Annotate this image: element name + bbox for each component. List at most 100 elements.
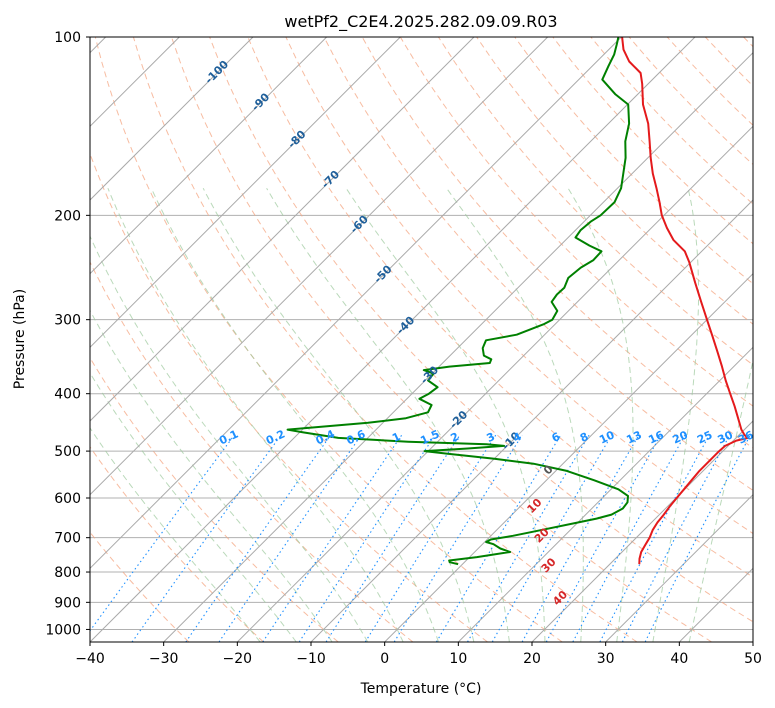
mixing-ratio-label: 1 bbox=[390, 430, 402, 445]
dry-adiabat-line bbox=[666, 37, 753, 126]
y-tick-label: 300 bbox=[54, 313, 81, 329]
mixing-ratio-line bbox=[325, 434, 461, 642]
dry-adiabat-line bbox=[171, 37, 712, 642]
dry-adiabat-line bbox=[90, 260, 414, 642]
isotherm-line bbox=[90, 37, 549, 496]
mixing-ratio-line bbox=[491, 434, 613, 642]
x-tick-label: −10 bbox=[296, 651, 326, 667]
x-tick-label: 20 bbox=[523, 651, 541, 667]
moist-adiabat-line bbox=[688, 358, 753, 642]
moist-adiabat-line bbox=[90, 309, 333, 642]
y-tick-label: 200 bbox=[54, 208, 81, 224]
isotherm-line bbox=[90, 37, 254, 201]
moist-adiabat-line bbox=[107, 188, 404, 642]
dry-adiabat-line bbox=[94, 37, 563, 642]
y-tick-label: 100 bbox=[54, 30, 81, 46]
dry-adiabat-line bbox=[743, 37, 753, 48]
y-tick-label: 600 bbox=[54, 491, 81, 507]
moist-adiabat-line bbox=[90, 427, 261, 642]
mixing-ratio-line bbox=[131, 434, 282, 642]
x-tick-label: 10 bbox=[449, 651, 467, 667]
moist-adiabat-label: 40 bbox=[550, 588, 570, 608]
mixing-ratio-label: 16 bbox=[646, 428, 666, 446]
y-tick-label: 900 bbox=[54, 595, 81, 611]
isotherm-line bbox=[90, 37, 328, 275]
mixing-ratio-label: 0.6 bbox=[344, 427, 367, 447]
chart-title: wetPf2_C2E4.2025.282.09.09.R03 bbox=[284, 12, 557, 32]
mixing-ratio-label: 0.2 bbox=[264, 427, 287, 447]
dry-adiabat-line bbox=[132, 37, 638, 642]
moist-adiabat-line bbox=[652, 188, 699, 642]
x-tick-label: −30 bbox=[149, 651, 179, 667]
mixing-ratio-line bbox=[364, 434, 497, 642]
moist-adiabat-line bbox=[150, 187, 439, 642]
isotherm-label: -50 bbox=[371, 262, 394, 285]
dry-adiabat-line bbox=[209, 37, 753, 623]
dry-adiabat-line bbox=[704, 37, 753, 87]
mixing-ratio-label: 13 bbox=[624, 428, 643, 446]
mixing-ratio-line bbox=[521, 434, 640, 642]
moist-adiabat-line bbox=[90, 371, 297, 642]
isotherm-line bbox=[310, 199, 753, 642]
mixing-ratio-line bbox=[435, 434, 562, 642]
mixing-ratio-label: 25 bbox=[695, 428, 714, 446]
isotherm-line bbox=[605, 493, 753, 642]
mixing-ratio-line bbox=[572, 434, 686, 642]
moist-adiabat-line bbox=[266, 187, 510, 642]
dry-adiabat-line bbox=[90, 446, 264, 642]
x-tick-label: 40 bbox=[670, 651, 688, 667]
y-tick-label: 800 bbox=[54, 565, 81, 581]
isotherm-label: -20 bbox=[447, 408, 470, 431]
y-axis-label: Pressure (hPa) bbox=[12, 289, 28, 389]
moist-adiabat-line bbox=[345, 187, 546, 642]
dry-adiabat-line bbox=[323, 37, 753, 491]
dry-adiabat-line bbox=[90, 152, 488, 642]
x-tick-label: 0 bbox=[380, 651, 389, 667]
y-tick-label: 400 bbox=[54, 387, 81, 403]
mixing-ratio-label: 6 bbox=[550, 430, 563, 445]
mixing-ratio-line bbox=[545, 434, 662, 642]
y-tick-label: 1000 bbox=[45, 622, 81, 638]
isotherm-line bbox=[457, 346, 753, 642]
moist-adiabat-line bbox=[567, 187, 634, 642]
isotherm-label: -70 bbox=[319, 168, 342, 191]
isotherm-line bbox=[236, 125, 753, 642]
mixing-ratio-label: 36 bbox=[736, 428, 756, 446]
dry-adiabat-line bbox=[90, 531, 190, 642]
reference-line-labels: -100-90-80-70-60-50-40-30-20-100.1 0.2 0.4… bbox=[202, 58, 755, 608]
mixing-ratio-line bbox=[467, 434, 590, 642]
isotherm-label: -30 bbox=[418, 363, 441, 386]
dry-adiabat-line bbox=[247, 37, 753, 578]
x-tick-label: −40 bbox=[75, 651, 105, 667]
isotherm-line bbox=[531, 420, 753, 642]
isotherm-label: -60 bbox=[348, 213, 371, 236]
y-tick-label: 500 bbox=[54, 444, 81, 460]
x-tick-label: 50 bbox=[744, 651, 762, 667]
isotherm-line bbox=[163, 51, 753, 642]
moist-adiabat-line bbox=[202, 187, 475, 642]
sounding-lines bbox=[286, 37, 749, 566]
mixing-ratio-line bbox=[262, 434, 403, 642]
plot-frame bbox=[89, 36, 754, 643]
mixing-ratio-label: 1.5 bbox=[418, 427, 441, 447]
x-axis-label: Temperature (°C) bbox=[360, 681, 482, 697]
mixing-ratio-label: 20 bbox=[671, 428, 691, 446]
mixing-ratio-label: 0.1 bbox=[217, 427, 240, 447]
isotherm-line bbox=[678, 567, 753, 642]
isotherm-line bbox=[752, 641, 753, 642]
x-axis-ticks: −40 −30 −20 −10 0 10 20 30 40 50 bbox=[75, 642, 762, 667]
dry-adiabat-line bbox=[552, 37, 753, 245]
isotherm-label: -40 bbox=[394, 314, 417, 337]
isotherm-label: -100 bbox=[202, 58, 231, 87]
isotherm-label: -90 bbox=[249, 90, 272, 113]
x-tick-label: −20 bbox=[223, 651, 253, 667]
mixing-ratio-label: 3 bbox=[485, 430, 497, 445]
mixing-ratio-line bbox=[599, 434, 710, 642]
dewpoint-line bbox=[286, 37, 631, 566]
moist-adiabat-line bbox=[90, 235, 369, 642]
dry-adiabat-line bbox=[476, 37, 753, 325]
dry-adiabat-line bbox=[514, 37, 753, 285]
mixing-ratio-line bbox=[621, 434, 731, 642]
pressure-gridlines bbox=[90, 37, 753, 630]
